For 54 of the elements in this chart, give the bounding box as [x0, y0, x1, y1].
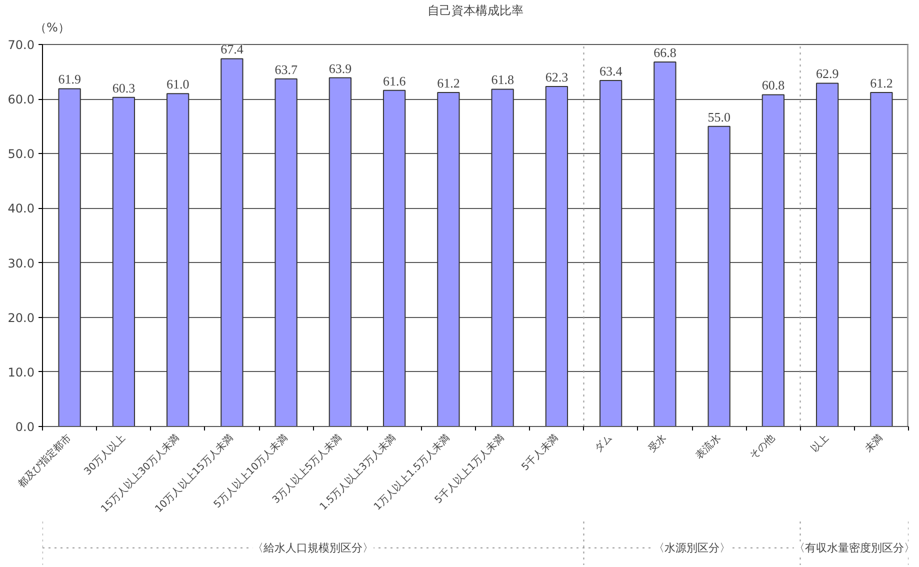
- y-tick-label: 10.0: [8, 365, 34, 380]
- data-label: 63.9: [328, 60, 352, 76]
- bar: [58, 88, 81, 426]
- bar: [274, 78, 298, 426]
- y-tick-label: 40.0: [8, 202, 34, 216]
- data-label: 63.7: [274, 62, 298, 77]
- data-label: 61.8: [491, 72, 514, 88]
- bar: [654, 61, 676, 426]
- data-label: 61.0: [166, 76, 190, 92]
- text: 〈給水人口規模別区分〉: [252, 541, 374, 554]
- data-label: 66.8: [654, 44, 676, 60]
- data-label: 67.4: [220, 42, 244, 57]
- data-label: 60.3: [112, 80, 136, 96]
- x-tick-label: 5千人未満: [519, 432, 561, 474]
- x-tick-label: 受水: [646, 432, 669, 455]
- text: 〈有収水量密度別区分〉: [794, 541, 915, 554]
- data-label: 62.9: [816, 66, 839, 82]
- x-tick-label: 以上: [808, 432, 832, 455]
- bar: [545, 86, 568, 426]
- bar: [708, 126, 730, 426]
- bar: [816, 82, 839, 426]
- data-label: 61.2: [437, 76, 460, 91]
- x-tick-label: 未満: [862, 432, 886, 455]
- data-label: 61.9: [58, 72, 81, 87]
- x-tick-label: 都及び指定都市: [15, 432, 74, 490]
- bar: [328, 77, 352, 426]
- chart-title: 自己資本構成比率: [428, 4, 524, 18]
- bar: [112, 96, 136, 426]
- x-tick-label: 30万人以上: [82, 432, 128, 478]
- data-label: 55.0: [708, 109, 730, 124]
- bar: [491, 88, 514, 426]
- x-tick-label: ダム: [592, 432, 615, 455]
- data-label: 61.6: [382, 73, 406, 88]
- bar: [762, 94, 785, 426]
- y-tick-label: 30.0: [8, 256, 34, 270]
- y-tick-label: 60.0: [8, 92, 34, 107]
- data-label: 62.3: [545, 70, 568, 85]
- y-tick-label: 20.0: [8, 310, 34, 325]
- bar: [382, 90, 406, 426]
- bar: [870, 92, 893, 426]
- y-tick-label: 70.0: [8, 38, 34, 52]
- data-label: 63.4: [599, 64, 623, 79]
- y-axis-title: （%）: [34, 20, 70, 34]
- data-label: 60.8: [762, 78, 785, 93]
- text: 〈水源別区分〉: [654, 541, 730, 554]
- data-label: 61.2: [870, 76, 893, 91]
- x-tick-label: 表流水: [693, 432, 723, 462]
- x-tick-label: その他: [747, 432, 778, 462]
- y-tick-label: 0.0: [15, 420, 35, 434]
- y-tick-label: 50.0: [8, 147, 34, 162]
- bar: [220, 58, 244, 426]
- bar: [599, 80, 622, 426]
- bar: [437, 92, 460, 426]
- bar: [166, 93, 190, 426]
